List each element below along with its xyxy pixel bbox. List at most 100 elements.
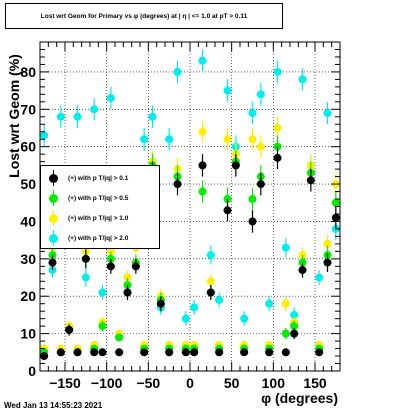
data-point-series-1 bbox=[331, 213, 340, 222]
data-point-series-1 bbox=[90, 348, 99, 357]
data-point-series-4 bbox=[98, 288, 107, 297]
data-point-series-1 bbox=[306, 176, 315, 185]
data-point-series-4 bbox=[165, 135, 174, 144]
data-point-series-4 bbox=[273, 67, 282, 76]
x-tick-label: 150 bbox=[303, 375, 327, 391]
data-point-series-1 bbox=[256, 180, 265, 189]
legend-item-4: (+) with p T/|q| > 2.0 bbox=[41, 228, 159, 248]
x-tick-label: −100 bbox=[91, 375, 123, 391]
data-point-series-3 bbox=[223, 135, 232, 144]
y-axis-label: Lost wrt Geom (%) bbox=[6, 54, 22, 178]
data-point-series-3 bbox=[198, 127, 207, 136]
legend-item-1: (+) with p T/|q| > 0.1 bbox=[41, 168, 159, 188]
data-point-series-4 bbox=[56, 112, 65, 121]
x-tick-label: −50 bbox=[136, 375, 160, 391]
legend-label-3: (+) with p T/|q| > 1.0 bbox=[68, 214, 129, 222]
data-point-series-4 bbox=[40, 131, 49, 140]
timestamp: Wed Jan 13 14:55:23 2021 bbox=[4, 401, 103, 410]
data-point-series-1 bbox=[190, 348, 199, 357]
data-point-series-1 bbox=[48, 258, 57, 267]
data-point-series-2 bbox=[115, 333, 124, 342]
x-tick-label: 100 bbox=[262, 375, 286, 391]
data-point-series-1 bbox=[106, 262, 115, 271]
legend-marker-yellow bbox=[49, 213, 58, 223]
data-point-series-4 bbox=[265, 299, 274, 308]
x-tick-label: 50 bbox=[224, 375, 240, 391]
data-point-series-1 bbox=[223, 206, 232, 215]
y-tick-label: 30 bbox=[20, 251, 36, 267]
data-point-series-4 bbox=[215, 295, 224, 304]
data-point-series-4 bbox=[240, 314, 249, 323]
axes: −150 −100 −50 0 50 100 150 0 10 20 30 40 50 60 70 80 bbox=[20, 41, 341, 391]
data-point-series-4 bbox=[298, 75, 307, 84]
data-point-series-4 bbox=[140, 135, 149, 144]
data-point-series-1 bbox=[131, 262, 140, 271]
y-tick-label: 80 bbox=[20, 64, 36, 80]
y-tick-label: 50 bbox=[20, 176, 36, 192]
data-point-series-3 bbox=[323, 239, 332, 248]
data-point-series-4 bbox=[323, 109, 332, 118]
data-point-series-4 bbox=[181, 314, 190, 323]
legend-label-4: (+) with p T/|q| > 2.0 bbox=[68, 234, 129, 242]
data-point-series-1 bbox=[248, 217, 257, 226]
data-point-series-1 bbox=[273, 153, 282, 162]
data-point-series-1 bbox=[240, 348, 249, 357]
data-point-series-1 bbox=[290, 329, 299, 338]
data-point-series-4 bbox=[73, 112, 82, 121]
data-point-series-1 bbox=[206, 288, 215, 297]
data-point-series-1 bbox=[298, 266, 307, 275]
y-tick-label: 40 bbox=[20, 213, 36, 229]
data-point-series-4 bbox=[315, 273, 324, 282]
data-point-series-4 bbox=[148, 112, 157, 121]
data-point-series-2 bbox=[248, 195, 257, 204]
grid-lines bbox=[40, 42, 340, 371]
data-point-series-4 bbox=[198, 56, 207, 65]
legend-label-1: (+) with p T/|q| > 0.1 bbox=[68, 174, 129, 182]
data-point-series-2 bbox=[290, 322, 299, 331]
data-point-series-1 bbox=[231, 161, 240, 170]
data-point-series-4 bbox=[206, 251, 215, 260]
x-tick-label: −150 bbox=[49, 375, 81, 391]
data-point-series-4 bbox=[281, 243, 290, 252]
data-point-series-1 bbox=[281, 348, 290, 357]
y-tick-label: 0 bbox=[28, 363, 36, 379]
data-point-series-1 bbox=[73, 348, 82, 357]
y-tick-label: 70 bbox=[20, 101, 36, 117]
data-point-series-4 bbox=[173, 67, 182, 76]
x-axis-label: φ (degrees) bbox=[261, 390, 338, 406]
data-point-series-4 bbox=[190, 303, 199, 312]
data-point-series-4 bbox=[90, 105, 99, 114]
legend-marker-cyan bbox=[49, 233, 58, 243]
data-point-series-1 bbox=[173, 180, 182, 189]
data-point-series-2 bbox=[281, 329, 290, 338]
data-point-series-1 bbox=[265, 348, 274, 357]
data-point-series-4 bbox=[81, 273, 90, 282]
data-point-series-1 bbox=[181, 348, 190, 357]
legend-marker-black bbox=[49, 173, 58, 183]
legend: (+) with p T/|q| > 0.1 (+) with p T/|q| … bbox=[40, 165, 160, 249]
legend-item-3: (+) with p T/|q| > 1.0 bbox=[41, 208, 159, 228]
data-point-series-1 bbox=[140, 348, 149, 357]
data-point-series-4 bbox=[256, 90, 265, 99]
data-point-series-1 bbox=[198, 161, 207, 170]
data-point-series-1 bbox=[115, 348, 124, 357]
data-point-series-3 bbox=[273, 123, 282, 132]
data-point-series-4 bbox=[290, 310, 299, 319]
chart-title: Lost wrt Geom for Primary vs φ (degrees)… bbox=[5, 3, 283, 29]
data-point-series-4 bbox=[223, 86, 232, 95]
data-point-series-1 bbox=[215, 348, 224, 357]
data-point-series-1 bbox=[65, 325, 74, 334]
data-point-series-2 bbox=[98, 322, 107, 331]
data-point-series-3 bbox=[281, 299, 290, 308]
y-tick-label: 60 bbox=[20, 139, 36, 155]
data-point-series-1 bbox=[315, 348, 324, 357]
legend-marker-green bbox=[49, 193, 58, 203]
data-point-series-2 bbox=[198, 187, 207, 196]
chart-title-text: Lost wrt Geom for Primary vs φ (degrees)… bbox=[40, 12, 248, 20]
x-tick-label: 0 bbox=[186, 375, 194, 391]
data-point-series-4 bbox=[248, 109, 257, 118]
data-point-series-4 bbox=[106, 94, 115, 103]
data-point-series-1 bbox=[81, 254, 90, 263]
data-point-series-3 bbox=[248, 135, 257, 144]
legend-item-2: (+) with p T/|q| > 0.5 bbox=[41, 188, 159, 208]
